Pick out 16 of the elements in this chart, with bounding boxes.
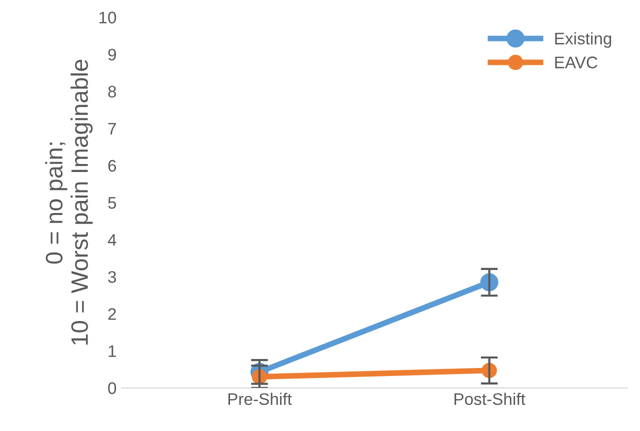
y-tick-label: 8 [108, 86, 116, 98]
legend-label: EAVC [555, 56, 598, 68]
y-tick-label: 4 [108, 234, 116, 246]
legend-label: Existing [555, 32, 612, 48]
y-tick-label: 7 [108, 123, 116, 134]
y-tick-label: 3 [108, 271, 116, 283]
y-tick-label: 2 [108, 308, 116, 320]
y-tick-label: 5 [108, 197, 116, 209]
x-tick-label: Post-Shift [454, 392, 526, 406]
y-tick-label: 10 [99, 12, 116, 24]
y-axis-title: 0 = no pain; 10 = Worst pain Imaginable [45, 60, 93, 345]
y-tick-label: 0 [108, 382, 116, 394]
y-tick-label: 1 [108, 345, 116, 357]
y-tick-label: 9 [108, 48, 116, 61]
x-tick-label: Pre-Shift [228, 392, 292, 406]
y-tick-label: 6 [108, 160, 116, 172]
